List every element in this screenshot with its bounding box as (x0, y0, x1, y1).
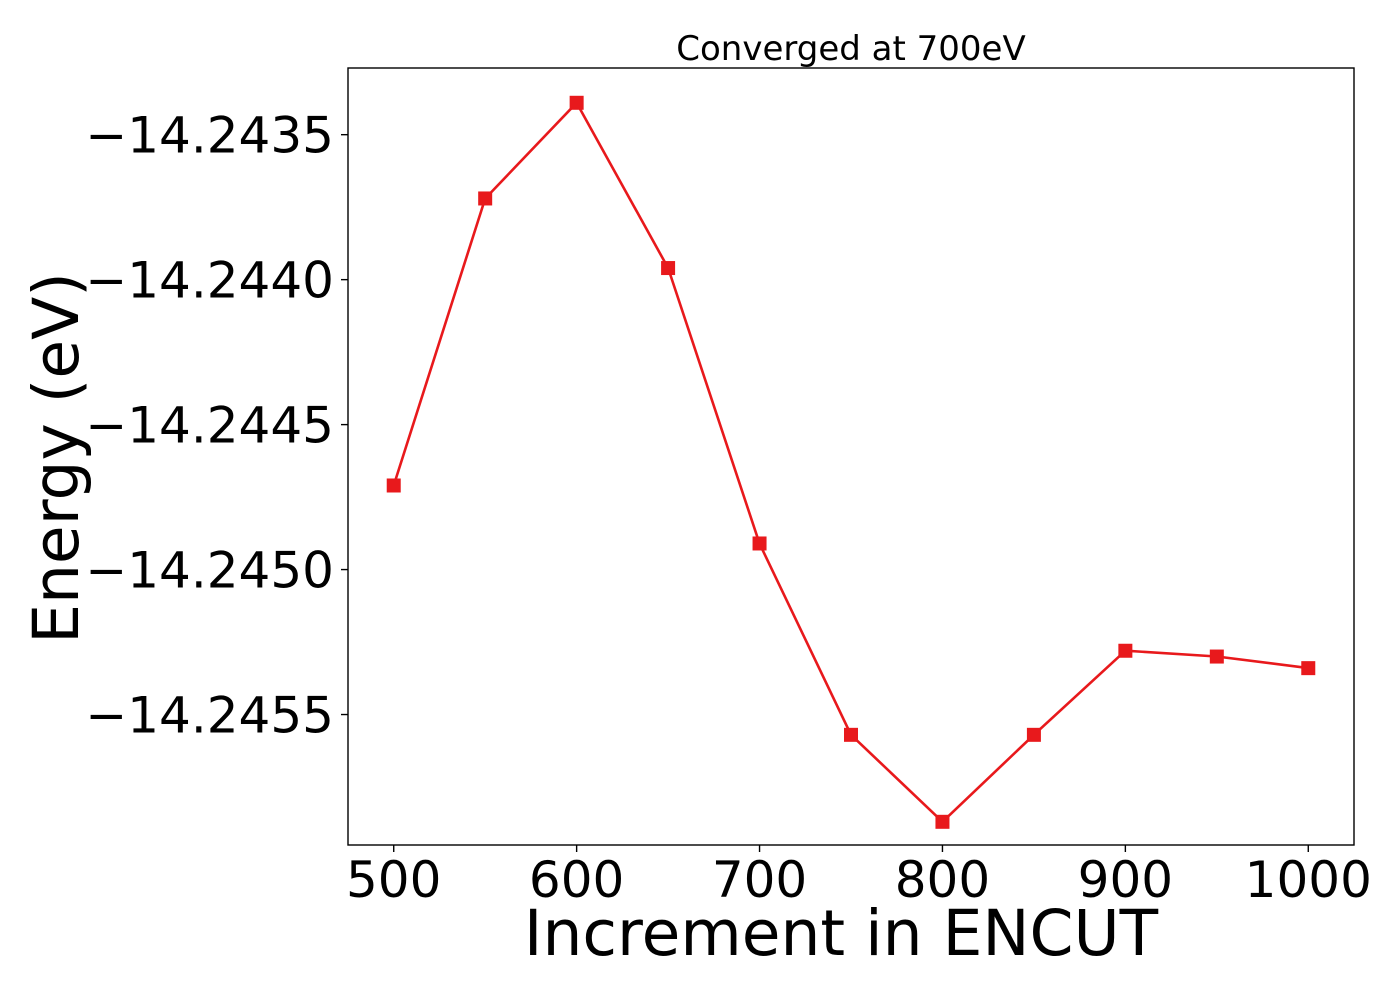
y-axis-ticks: −14.2435 −14.2440 −14.2445 −14.2450 −14.2455 (85, 107, 348, 745)
x-tick-label: 800 (895, 851, 990, 909)
data-point-marker (1301, 661, 1316, 676)
y-tick-label: −14.2450 (85, 542, 334, 600)
y-tick-label: −14.2440 (85, 252, 334, 310)
x-tick-label: 1000 (1245, 851, 1372, 909)
series-line (392, 101, 1309, 824)
x-axis-label: Increment in ENCUT (524, 897, 1159, 970)
data-point-marker (1209, 649, 1224, 664)
data-point-marker (386, 478, 401, 493)
plot-frame (347, 67, 1355, 846)
data-point-marker (661, 261, 676, 276)
plot-series (386, 95, 1316, 829)
y-tick-label: −14.2455 (85, 687, 334, 745)
x-axis-ticks: 500 600 700 800 900 1000 (346, 845, 1372, 909)
data-point-marker (1118, 643, 1133, 658)
data-point-marker (569, 95, 584, 110)
x-tick-label: 600 (529, 851, 624, 909)
data-point-marker (1026, 727, 1041, 742)
x-tick-label: 900 (1078, 851, 1173, 909)
x-tick-label: 500 (346, 851, 441, 909)
y-axis-label: Energy (eV) (20, 272, 93, 644)
chart-title: Converged at 700eV (676, 29, 1025, 69)
x-tick-label: 700 (712, 851, 807, 909)
data-point-marker (478, 191, 493, 206)
data-point-marker (752, 536, 767, 551)
y-tick-label: −14.2435 (85, 107, 334, 165)
data-point-marker (935, 814, 950, 829)
data-point-marker (844, 727, 858, 742)
y-tick-label: −14.2445 (85, 397, 334, 455)
